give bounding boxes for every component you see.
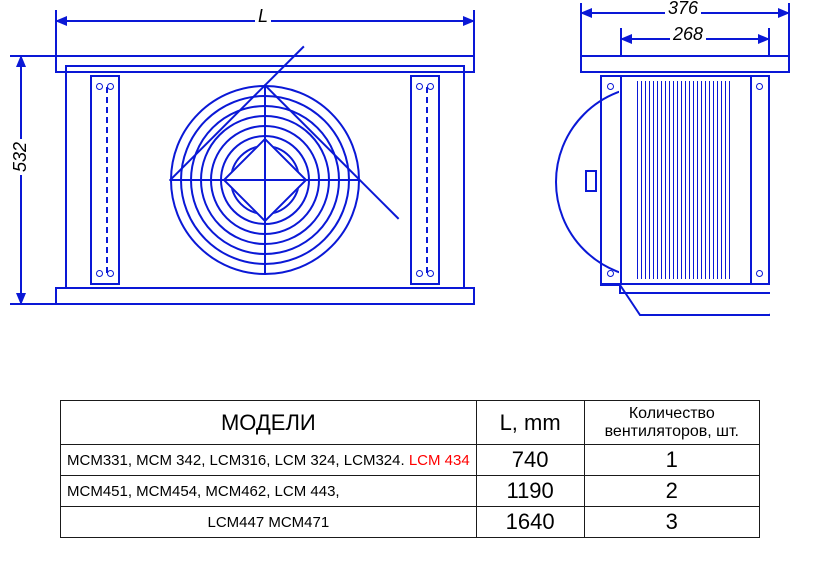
cell-L: 1190 (476, 476, 584, 507)
side-fan-hub (585, 170, 597, 192)
front-bracket-left (90, 75, 120, 285)
dim-376-arrow-right (778, 8, 790, 18)
cell-fans: 2 (584, 476, 759, 507)
dim-L-arrow-left (55, 16, 67, 26)
side-bottom-skirt (600, 285, 770, 320)
spec-table: МОДЕЛИ L, mm Количество вентиляторов, шт… (60, 400, 760, 538)
side-body (600, 75, 770, 285)
th-models: МОДЕЛИ (61, 401, 477, 445)
dim-H-label: 532 (10, 139, 31, 175)
cell-models: LCM447 MCM471 (61, 507, 477, 538)
dim-H-arrow-bottom (16, 293, 26, 305)
dim-H-line (20, 55, 22, 305)
cell-fans: 3 (584, 507, 759, 538)
table-row: LCM447 MCM471 1640 3 (61, 507, 760, 538)
dim-268-label: 268 (670, 24, 706, 45)
dim-L-arrow-right (463, 16, 475, 26)
dim-L-label: L (255, 6, 271, 27)
dim-H-arrow-top (16, 55, 26, 67)
spec-table-body: MCM331, MCM 342, LCM316, LCM 324, LCM324… (61, 445, 760, 538)
dim-376-arrow-left (580, 8, 592, 18)
dim-376-label: 376 (665, 0, 701, 19)
cell-models: MCM451, MCM454, MCM462, LCM 443, (61, 476, 477, 507)
th-fans: Количество вентиляторов, шт. (584, 401, 759, 445)
front-bottom-flange (55, 287, 475, 305)
diagram-area: L 532 (0, 0, 827, 350)
table-row: MCM331, MCM 342, LCM316, LCM 324, LCM324… (61, 445, 760, 476)
dim-268-arrow-left (620, 34, 632, 44)
dim-268-arrow-right (758, 34, 770, 44)
side-fins (637, 81, 733, 279)
front-bracket-right (410, 75, 440, 285)
cell-L: 740 (476, 445, 584, 476)
table-row: MCM451, MCM454, MCM462, LCM 443, 1190 2 (61, 476, 760, 507)
th-length: L, mm (476, 401, 584, 445)
cell-models: MCM331, MCM 342, LCM316, LCM 324, LCM324… (61, 445, 477, 476)
cell-L: 1640 (476, 507, 584, 538)
cell-fans: 1 (584, 445, 759, 476)
side-top-flange (580, 55, 790, 73)
